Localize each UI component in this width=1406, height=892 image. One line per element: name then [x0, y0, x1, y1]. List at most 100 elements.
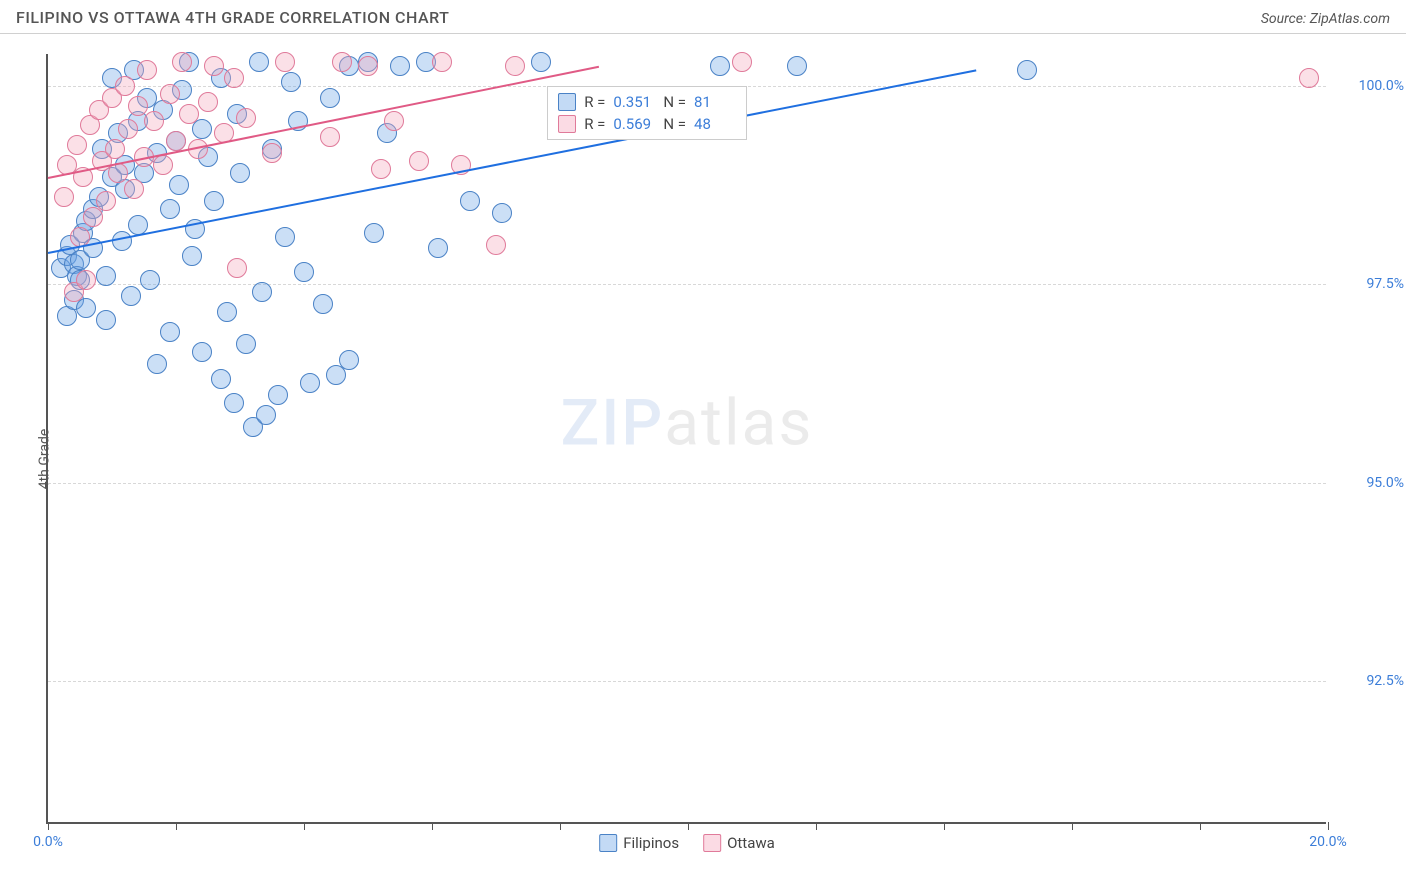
y-tick-label: 92.5% — [1366, 673, 1404, 689]
x-tick — [304, 822, 305, 830]
scatter-point — [179, 104, 199, 124]
x-tick-label: 0.0% — [33, 834, 63, 850]
chart-title: FILIPINO VS OTTAWA 4TH GRADE CORRELATION… — [16, 8, 449, 27]
stats-box: R =0.351N =81R =0.569N =48 — [547, 86, 747, 140]
scatter-point — [313, 294, 333, 314]
scatter-point — [390, 56, 410, 76]
scatter-point — [128, 215, 148, 235]
scatter-point — [144, 111, 164, 131]
r-value: 0.351 — [613, 93, 655, 111]
scatter-point — [384, 111, 404, 131]
scatter-point — [249, 52, 269, 72]
scatter-point — [192, 119, 212, 139]
legend-swatch — [599, 834, 617, 852]
scatter-point — [1299, 68, 1319, 88]
x-tick — [1200, 822, 1201, 830]
scatter-point — [710, 56, 730, 76]
x-tick — [944, 822, 945, 830]
scatter-point — [294, 262, 314, 282]
scatter-point — [105, 139, 125, 159]
legend-swatch — [558, 93, 576, 111]
legend: Filipinos Ottawa — [599, 834, 775, 852]
scatter-point — [147, 354, 167, 374]
r-label: R = — [584, 115, 605, 133]
scatter-point — [256, 405, 276, 425]
scatter-point — [492, 203, 512, 223]
n-label: N = — [663, 93, 686, 111]
scatter-point — [224, 68, 244, 88]
scatter-point — [300, 373, 320, 393]
x-tick — [560, 822, 561, 830]
scatter-point — [83, 207, 103, 227]
scatter-point — [217, 302, 237, 322]
y-tick-label: 97.5% — [1366, 276, 1404, 292]
gridline — [48, 681, 1326, 682]
scatter-point — [236, 334, 256, 354]
x-tick — [1328, 822, 1329, 830]
scatter-point — [236, 108, 256, 128]
scatter-point — [198, 92, 218, 112]
r-label: R = — [584, 93, 605, 111]
scatter-point — [281, 72, 301, 92]
scatter-point — [275, 52, 295, 72]
scatter-point — [76, 298, 96, 318]
scatter-point — [371, 159, 391, 179]
legend-item: Filipinos — [599, 834, 679, 852]
scatter-point — [96, 310, 116, 330]
r-value: 0.569 — [613, 115, 655, 133]
plot-area: ZIPatlas 92.5%95.0%97.5%100.0%0.0%20.0%R… — [46, 54, 1326, 824]
scatter-point — [124, 179, 144, 199]
scatter-point — [268, 385, 288, 405]
y-tick-label: 95.0% — [1366, 475, 1404, 491]
scatter-point — [137, 60, 157, 80]
x-tick — [176, 822, 177, 830]
scatter-point — [320, 127, 340, 147]
scatter-point — [262, 143, 282, 163]
scatter-point — [505, 56, 525, 76]
scatter-point — [204, 56, 224, 76]
x-tick-label: 20.0% — [1309, 834, 1347, 850]
scatter-point — [332, 52, 352, 72]
scatter-point — [115, 76, 135, 96]
x-tick — [1072, 822, 1073, 830]
scatter-point — [211, 369, 231, 389]
legend-label: Ottawa — [727, 834, 775, 852]
gridline — [48, 483, 1326, 484]
x-tick — [432, 822, 433, 830]
scatter-point — [409, 151, 429, 171]
scatter-point — [160, 84, 180, 104]
chart-header: FILIPINO VS OTTAWA 4TH GRADE CORRELATION… — [0, 0, 1406, 34]
legend-swatch — [558, 115, 576, 133]
x-tick — [688, 822, 689, 830]
scatter-point — [320, 88, 340, 108]
n-label: N = — [663, 115, 686, 133]
scatter-point — [204, 191, 224, 211]
scatter-point — [275, 227, 295, 247]
stats-row: R =0.569N =48 — [558, 113, 736, 135]
x-tick — [48, 822, 49, 830]
scatter-point — [121, 286, 141, 306]
chart-source: Source: ZipAtlas.com — [1261, 11, 1390, 27]
scatter-point — [252, 282, 272, 302]
scatter-point — [182, 246, 202, 266]
x-tick — [816, 822, 817, 830]
scatter-point — [54, 187, 74, 207]
scatter-point — [230, 163, 250, 183]
scatter-point — [224, 393, 244, 413]
scatter-point — [192, 342, 212, 362]
scatter-point — [428, 238, 448, 258]
scatter-point — [67, 135, 87, 155]
scatter-point — [432, 52, 452, 72]
scatter-point — [732, 52, 752, 72]
scatter-point — [169, 175, 189, 195]
scatter-point — [486, 235, 506, 255]
scatter-point — [153, 155, 173, 175]
watermark-text-b: atlas — [664, 385, 813, 460]
scatter-point — [358, 56, 378, 76]
legend-item: Ottawa — [703, 834, 775, 852]
watermark: ZIPatlas — [561, 385, 814, 460]
legend-swatch — [703, 834, 721, 852]
scatter-point — [160, 199, 180, 219]
chart-container: 4th Grade ZIPatlas 92.5%95.0%97.5%100.0%… — [0, 34, 1406, 884]
scatter-point — [118, 119, 138, 139]
